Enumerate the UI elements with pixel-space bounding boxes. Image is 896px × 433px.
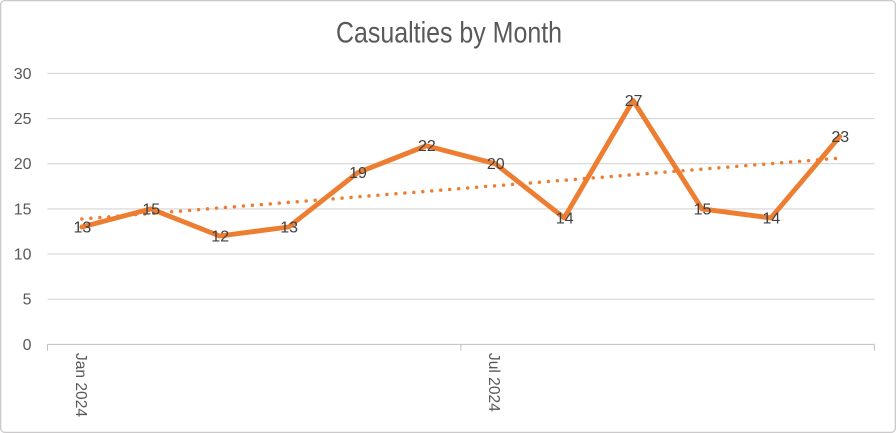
svg-text:15: 15 (14, 201, 32, 218)
svg-text:12: 12 (211, 228, 229, 245)
svg-text:Jul 2024: Jul 2024 (485, 353, 502, 412)
svg-text:25: 25 (14, 111, 32, 128)
svg-text:22: 22 (418, 138, 436, 155)
svg-text:15: 15 (694, 201, 712, 218)
svg-text:20: 20 (487, 156, 505, 173)
svg-text:19: 19 (349, 165, 367, 182)
svg-text:15: 15 (142, 201, 160, 218)
svg-text:0: 0 (23, 337, 32, 354)
svg-text:Jan 2024: Jan 2024 (72, 353, 89, 417)
svg-text:14: 14 (763, 210, 781, 227)
svg-text:13: 13 (280, 219, 298, 236)
svg-text:Casualties by Month: Casualties by Month (336, 16, 562, 49)
svg-text:23: 23 (831, 129, 849, 146)
svg-text:30: 30 (14, 66, 32, 83)
svg-text:13: 13 (74, 219, 92, 236)
svg-text:27: 27 (625, 93, 643, 110)
svg-text:10: 10 (14, 247, 32, 264)
svg-text:14: 14 (556, 210, 574, 227)
svg-text:5: 5 (23, 292, 32, 309)
svg-text:20: 20 (14, 156, 32, 173)
